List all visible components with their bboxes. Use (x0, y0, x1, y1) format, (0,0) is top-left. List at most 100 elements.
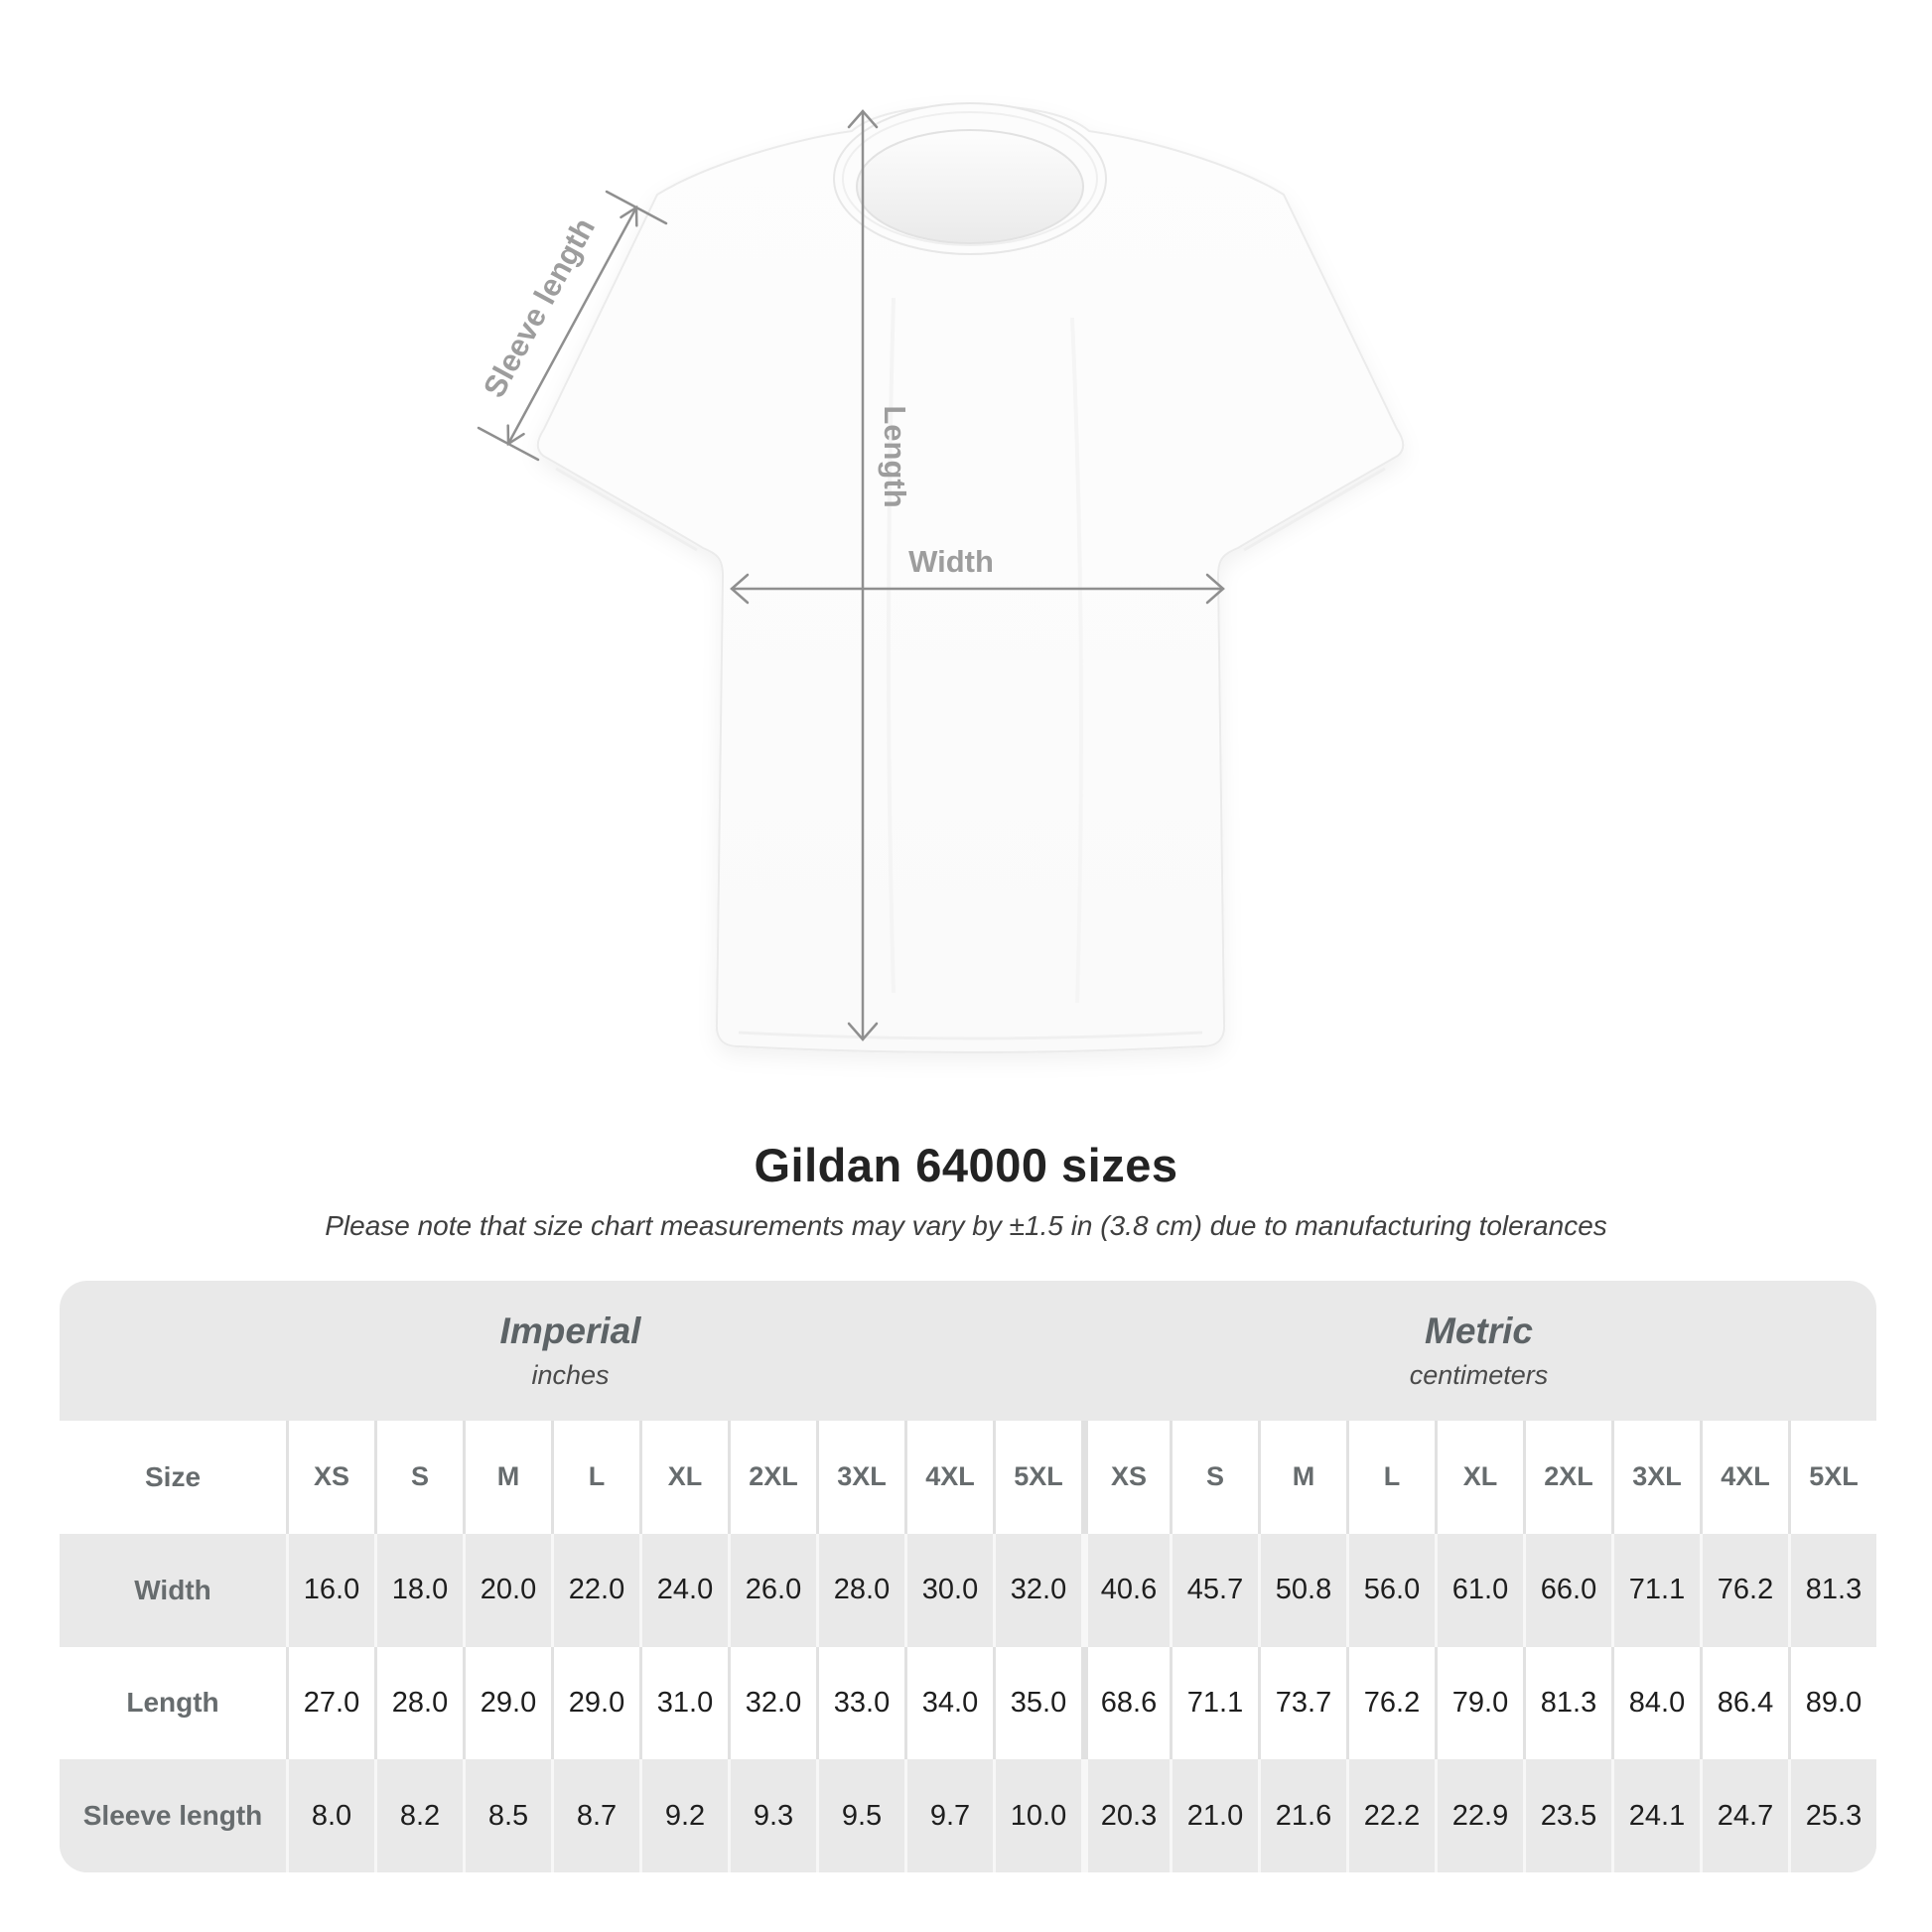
sleeve-imperial-value: 9.7 (904, 1759, 993, 1872)
sleeve-imperial-value: 8.0 (286, 1759, 374, 1872)
sleeve-metric-value: 24.1 (1611, 1759, 1700, 1872)
size-header-cell: M (1258, 1421, 1346, 1534)
imperial-section-header: Imperial inches (60, 1281, 1081, 1421)
width-imperial-value: 30.0 (904, 1533, 993, 1647)
sleeve-imperial-value: 8.5 (463, 1759, 551, 1872)
length-row-label: Length (126, 1687, 219, 1719)
size-header-cell: 4XL (1700, 1421, 1788, 1534)
sleeve-imperial-value: 8.2 (374, 1759, 463, 1872)
size-header-cell: XS (286, 1421, 374, 1534)
width-metric-value: 81.3 (1788, 1533, 1876, 1647)
tshirt-diagram: Sleeve length Length Width (477, 102, 1405, 1053)
length-imperial-value: 28.0 (374, 1646, 463, 1760)
width-metric-value: 66.0 (1523, 1533, 1611, 1647)
width-metric-value: 40.6 (1081, 1533, 1170, 1647)
sleeve-dimension-line (477, 190, 668, 462)
tolerance-note: Please note that size chart measurements… (325, 1210, 1607, 1241)
sleeve-imperial-value: 10.0 (993, 1759, 1081, 1872)
size-header-cell: S (1170, 1421, 1258, 1534)
length-metric-value: 81.3 (1523, 1646, 1611, 1760)
units-header-row: Imperial inches Metric centimeters (60, 1281, 1876, 1421)
size-header-cell: 5XL (1788, 1421, 1876, 1534)
width-row-label: Width (134, 1574, 211, 1605)
metric-section-header: Metric centimeters (1081, 1281, 1876, 1421)
width-imperial-value: 26.0 (728, 1533, 816, 1647)
sleeve-metric-value: 21.0 (1170, 1759, 1258, 1872)
width-imperial-value: 32.0 (993, 1533, 1081, 1647)
length-metric-value: 68.6 (1081, 1646, 1170, 1760)
size-header-cell: M (463, 1421, 551, 1534)
length-imperial-value: 29.0 (551, 1646, 639, 1760)
dimension-annotations (477, 109, 1225, 1041)
length-metric-value: 76.2 (1346, 1646, 1435, 1760)
sleeve-imperial-value: 9.5 (816, 1759, 904, 1872)
size-header-cell: XS (1081, 1421, 1170, 1534)
width-metric-value: 50.8 (1258, 1533, 1346, 1647)
width-imperial-value: 24.0 (639, 1533, 728, 1647)
imperial-label: Imperial (499, 1311, 641, 1351)
size-header-cell: L (551, 1421, 639, 1534)
length-imperial-value: 32.0 (728, 1646, 816, 1760)
size-column-header: Size (144, 1460, 202, 1492)
length-dimension-line (847, 109, 879, 1041)
length-imperial-value: 29.0 (463, 1646, 551, 1760)
length-imperial-value: 27.0 (286, 1646, 374, 1760)
width-metric-value: 76.2 (1700, 1533, 1788, 1647)
length-imperial-value: 31.0 (639, 1646, 728, 1760)
width-imperial-value: 20.0 (463, 1533, 551, 1647)
size-header-cell: S (374, 1421, 463, 1534)
length-label: Length (878, 405, 912, 507)
sleeve-imperial-value: 9.2 (639, 1759, 728, 1872)
size-header-cell: 2XL (1523, 1421, 1611, 1534)
length-metric-value: 79.0 (1435, 1646, 1523, 1760)
width-imperial-value: 18.0 (374, 1533, 463, 1647)
length-imperial-value: 33.0 (816, 1646, 904, 1760)
sleeve-row-label: Sleeve length (82, 1800, 263, 1832)
size-header-cell: 4XL (904, 1421, 993, 1534)
width-imperial-value: 28.0 (816, 1533, 904, 1647)
sleeve-metric-value: 21.6 (1258, 1759, 1346, 1872)
size-header-cell: XL (1435, 1421, 1523, 1534)
sleeve-imperial-value: 8.7 (551, 1759, 639, 1872)
metric-label: Metric (1425, 1311, 1533, 1351)
page-title: Gildan 64000 sizes (754, 1139, 1178, 1191)
length-imperial-value: 34.0 (904, 1646, 993, 1760)
size-header-cell: 2XL (728, 1421, 816, 1534)
sleeve-imperial-value: 9.3 (728, 1759, 816, 1872)
sleeve-metric-value: 23.5 (1523, 1759, 1611, 1872)
sleeve-length-row: Sleeve length 8.0 8.2 8.5 8.7 9.2 9.3 9.… (60, 1759, 1876, 1872)
width-dimension-line (730, 573, 1225, 605)
size-table: Imperial inches Metric centimeters Size … (60, 1281, 1876, 1872)
size-header-row: Size XS S M L XL 2XL 3XL 4XL 5XL XS S M … (60, 1421, 1876, 1534)
width-row: Width 16.0 18.0 20.0 22.0 24.0 26.0 28.0… (60, 1533, 1876, 1647)
length-metric-value: 73.7 (1258, 1646, 1346, 1760)
collar-opening (856, 129, 1084, 244)
length-metric-value: 84.0 (1611, 1646, 1700, 1760)
width-metric-value: 45.7 (1170, 1533, 1258, 1647)
imperial-sublabel: inches (531, 1360, 610, 1390)
width-metric-value: 61.0 (1435, 1533, 1523, 1647)
width-label: Width (908, 544, 994, 579)
tshirt-image (536, 102, 1405, 1053)
title-block: Gildan 64000 sizes Please note that size… (0, 1138, 1932, 1242)
sleeve-metric-value: 24.7 (1700, 1759, 1788, 1872)
width-metric-value: 56.0 (1346, 1533, 1435, 1647)
metric-sublabel: centimeters (1409, 1360, 1549, 1390)
sleeve-metric-value: 25.3 (1788, 1759, 1876, 1872)
length-imperial-value: 35.0 (993, 1646, 1081, 1760)
length-metric-value: 86.4 (1700, 1646, 1788, 1760)
size-header-cell: L (1346, 1421, 1435, 1534)
length-metric-value: 89.0 (1788, 1646, 1876, 1760)
sleeve-metric-value: 22.9 (1435, 1759, 1523, 1872)
sleeve-metric-value: 20.3 (1081, 1759, 1170, 1872)
length-row: Length 27.0 28.0 29.0 29.0 31.0 32.0 33.… (60, 1646, 1876, 1760)
sleeve-metric-value: 22.2 (1346, 1759, 1435, 1872)
size-header-cell: XL (639, 1421, 728, 1534)
width-metric-value: 71.1 (1611, 1533, 1700, 1647)
width-imperial-value: 22.0 (551, 1533, 639, 1647)
size-header-cell: 5XL (993, 1421, 1081, 1534)
width-imperial-value: 16.0 (286, 1533, 374, 1647)
size-header-cell: 3XL (1611, 1421, 1700, 1534)
size-header-cell: 3XL (816, 1421, 904, 1534)
